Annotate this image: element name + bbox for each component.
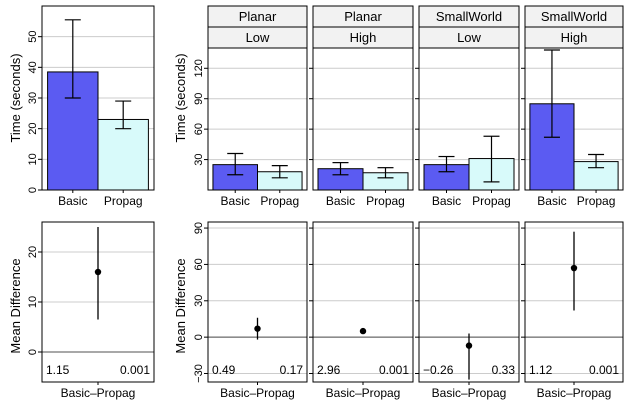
frames-layer [38,5,624,385]
rt1-y-tick-label: 120 [193,59,205,77]
rb4-category-label: Basic–Propag [537,386,612,400]
rt1-category-label: Propag [260,194,299,208]
rb3-category-label: Basic–Propag [432,386,507,400]
y-axis-label-time-left: Time (seconds) [8,53,23,142]
rt2-panel-frame [312,47,414,191]
rt2-strip-label-graph: Planar [344,9,382,24]
rb3-annotation-right: 0.33 [492,363,516,377]
lt-y-tick-label: 40 [27,61,39,73]
rb4-annotation-right: 0.001 [589,363,619,377]
lt-y-tick-label: 50 [27,31,39,43]
rt4-category-label: Basic [537,194,566,208]
rb1-y-tick-label: 60 [193,258,205,270]
rb2-panel-frame [312,221,414,383]
rb3-annotation-left: −0.26 [423,363,454,377]
rb1-y-tick-label: 0 [193,334,205,340]
rt1-y-tick-label: 90 [193,93,205,105]
lt-y-tick-label: 0 [27,187,39,193]
rt1-category-label: Basic [221,194,250,208]
rt2-category-label: Propag [366,194,405,208]
lb-annotation-left: 1.15 [46,363,70,377]
marks-layer [47,19,619,380]
lb-category-label: Basic–Propag [61,386,136,400]
rb1-y-tick-label: 30 [193,295,205,307]
rb3-panel-frame [418,221,520,383]
lt-category-label: Basic [58,194,87,208]
lb-annotation-right: 0.001 [120,363,150,377]
rt1-y-tick-label: 30 [193,153,205,165]
rt3-category-label: Propag [472,194,511,208]
rb1-category-label: Basic–Propag [220,386,295,400]
rb1-panel-frame [207,221,308,383]
text-layer: Basic Propag 0 10 20 30 40 50 1.15 0.001 Basic–Pro… [27,9,619,400]
rt4-panel-frame [524,47,624,191]
rb2-annotation-left: 2.96 [317,363,341,377]
rb2-mean-point [359,327,367,335]
rb2-category-label: Basic–Propag [326,386,401,400]
rt3-panel-frame [418,47,520,191]
y-axis-label-diff-left: Mean Difference [8,258,23,353]
rt2-strip-label-level: High [350,30,377,45]
lt-y-tick-label: 30 [27,92,39,104]
rt1-panel-frame [207,47,308,191]
lb-y-tick-label: 10 [27,296,39,308]
rb1-mean-point [254,325,261,332]
rb1-y-tick-label: 90 [193,222,205,234]
lt-bar-propag [97,118,149,191]
lt-y-tick-label: 10 [27,153,39,165]
rt2-category-label: Basic [326,194,355,208]
rb4-panel-frame [524,221,624,383]
lb-mean-point [94,268,102,276]
rb4-annotation-left: 1.12 [529,363,553,377]
rt4-strip-label-level: High [561,30,588,45]
rb4-mean-point [570,264,578,272]
rb1-y-tick-label: −30 [193,364,205,383]
rt3-category-label: Basic [432,194,461,208]
lt-y-tick-label: 20 [27,123,39,135]
grid-layer [42,36,623,375]
rt3-strip-label-level: Low [457,30,481,45]
rb3-mean-point [465,342,473,349]
rb1-annotation-left: 0.49 [212,363,236,377]
lb-y-tick-label: 0 [27,349,39,355]
rt1-strip-label-graph: Planar [239,9,277,24]
rb1-annotation-right: 0.17 [280,363,304,377]
rt4-strip-label-graph: SmallWorld [541,9,607,24]
lb-y-tick-label: 20 [27,246,39,258]
rb2-annotation-right: 0.001 [379,363,409,377]
rt4-category-label: Propag [577,194,616,208]
lt-category-label: Propag [104,194,143,208]
rt1-strip-label-level: Low [246,30,270,45]
y-axis-label-diff-right: Mean Difference [173,258,188,353]
rt3-strip-label-graph: SmallWorld [436,9,502,24]
rt1-y-tick-label: 60 [193,123,205,135]
y-axis-label-time-right: Time (seconds) [173,53,188,142]
